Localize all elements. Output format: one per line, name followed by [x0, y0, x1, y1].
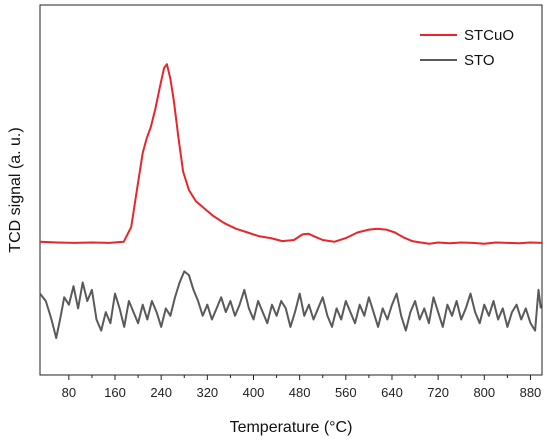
- x-tick-label: 400: [243, 385, 265, 400]
- x-tick-label: 560: [335, 385, 357, 400]
- x-tick-label: 80: [62, 385, 76, 400]
- series-line-stcuo: [39, 63, 543, 245]
- series-line-sto: [39, 270, 542, 339]
- legend-label-stcuo: STCuO: [464, 27, 514, 44]
- x-tick-label: 640: [381, 385, 403, 400]
- x-tick-label: 480: [289, 385, 311, 400]
- legend: STCuO STO: [420, 27, 514, 69]
- plot-frame: [39, 4, 543, 376]
- legend-label-sto: STO: [464, 52, 495, 69]
- x-tick-label: 240: [150, 385, 172, 400]
- series-layer: [39, 63, 543, 339]
- x-axis-title: Temperature (°C): [230, 419, 353, 436]
- x-tick-label: 160: [104, 385, 126, 400]
- x-tick-label: 320: [196, 385, 218, 400]
- y-axis-title: TCD signal (a. u.): [7, 127, 24, 252]
- x-tick-label: 720: [427, 385, 449, 400]
- x-tick-label: 800: [473, 385, 495, 400]
- x-axis-ticks: 80 160 240 320 400 480 560 640 720 800 880: [62, 375, 542, 400]
- x-tick-label: 880: [520, 385, 542, 400]
